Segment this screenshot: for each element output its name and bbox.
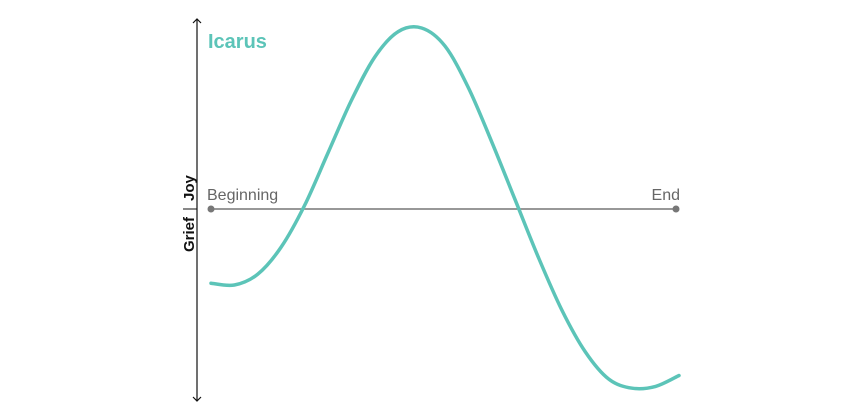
- series-line-icarus: [209, 25, 681, 391]
- x-axis-end-label: End: [652, 187, 680, 204]
- baseline-start-dot: [207, 205, 215, 213]
- y-axis-label: Grief Joy: [181, 174, 198, 252]
- x-axis-start-label: Beginning: [207, 187, 278, 204]
- y-axis-top-label: Joy: [181, 174, 198, 201]
- baseline-end-dot: [672, 205, 680, 213]
- y-axis-bottom-label: Grief: [181, 216, 198, 252]
- chart-title: Icarus: [208, 31, 267, 53]
